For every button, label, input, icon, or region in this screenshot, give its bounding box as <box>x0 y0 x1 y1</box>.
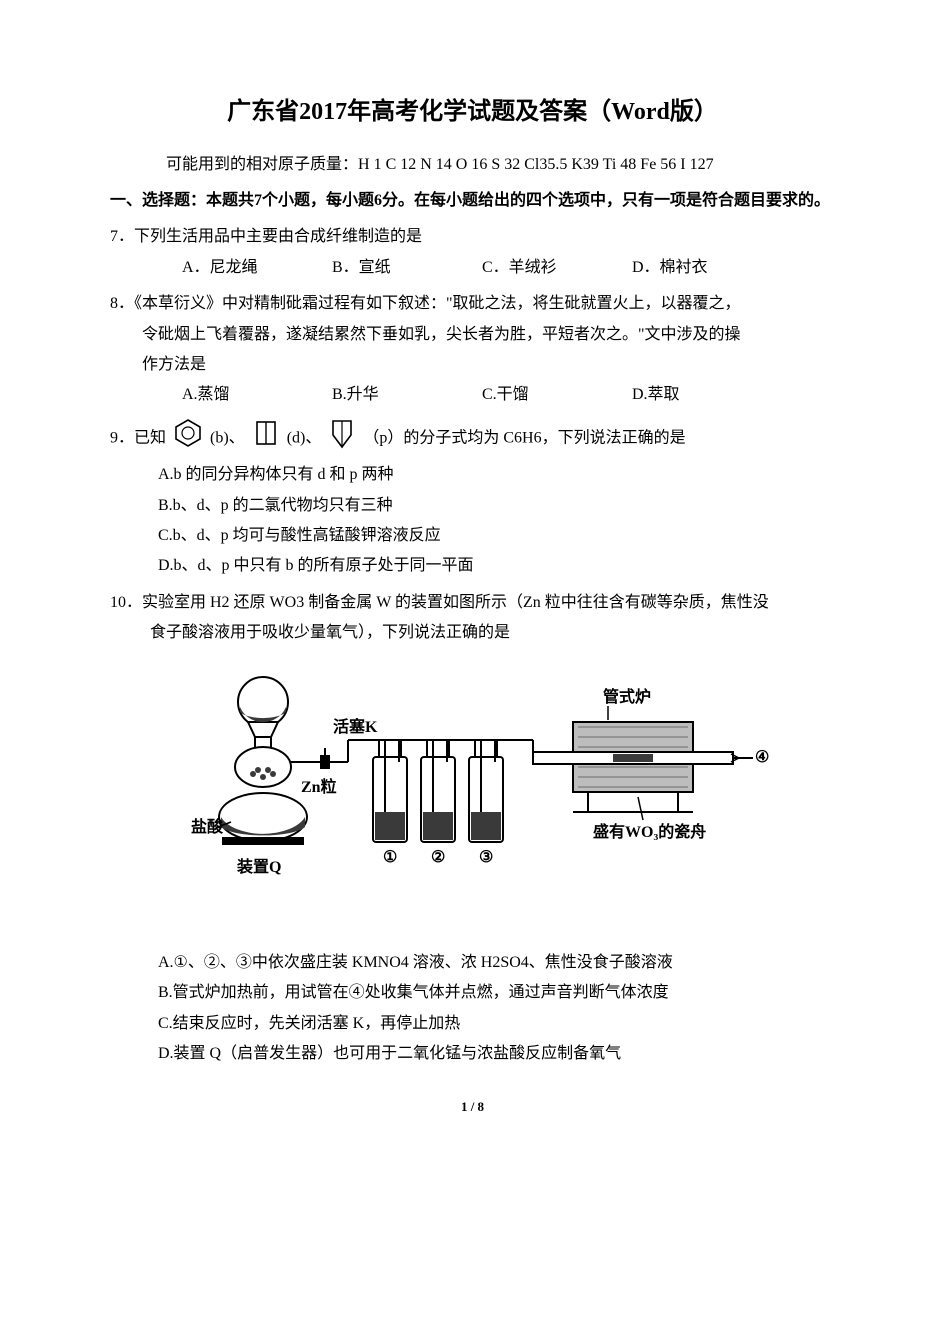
q8-options: A.蒸馏 B.升华 C.干馏 D.萃取 <box>182 380 835 410</box>
q9-label-d: (d)、 <box>287 429 322 446</box>
q9-opt-b: B.b、d、p 的二氯代物均只有三种 <box>158 491 835 521</box>
q8-opt-a: A.蒸馏 <box>182 380 332 410</box>
molecule-p-icon <box>327 417 357 460</box>
label-n4: ④ <box>755 749 769 766</box>
label-valve: 活塞K <box>333 717 378 736</box>
atomic-mass-prefix: 可能用到的相对原子质量： <box>166 156 358 173</box>
q10-stem-1: 10．实验室用 H2 还原 WO3 制备金属 W 的装置如图所示（Zn 粒中往往… <box>110 588 835 618</box>
q8-opt-d: D.萃取 <box>632 380 782 410</box>
section-1-heading: 一、选择题：本题共7个小题，每小题6分。在每小题给出的四个选项中，只有一项是符合… <box>110 186 835 216</box>
q9-label-p: （p）的分子式均为 C6H6，下列说法正确的是 <box>363 429 685 446</box>
q10-opt-d: D.装置 Q（启普发生器）也可用于二氧化锰与浓盐酸反应制备氧气 <box>158 1039 835 1069</box>
q7-opt-b: B．宣纸 <box>332 253 482 283</box>
q9-opt-a: A.b 的同分异构体只有 d 和 p 两种 <box>158 460 835 490</box>
label-furnace: 管式炉 <box>603 687 651 706</box>
q9-label-b: (b)、 <box>210 429 245 446</box>
q10-opt-c: C.结束反应时，先关闭活塞 K，再停止加热 <box>158 1009 835 1039</box>
apparatus-figure: 活塞K Zn粒 盐酸 装置Q 管式炉 盛有WO₃的瓷舟 ① ② ③ ④ <box>110 662 835 933</box>
label-n2: ② <box>431 849 445 866</box>
q8-stem-3: 作方法是 <box>142 350 835 380</box>
atomic-mass-line: 可能用到的相对原子质量：H 1 C 12 N 14 O 16 S 32 Cl35… <box>110 150 835 180</box>
q7-options: A．尼龙绳 B．宣纸 C．羊绒衫 D．棉衬衣 <box>182 253 835 283</box>
label-n1: ① <box>383 849 397 866</box>
q8-opt-c: C.干馏 <box>482 380 632 410</box>
q10-opt-a: A.①、②、③中依次盛庄装 KMNO4 溶液、浓 H2SO4、焦性没食子酸溶液 <box>158 948 835 978</box>
q7-stem: 7．下列生活用品中主要由合成纤维制造的是 <box>110 222 835 252</box>
page-number: 1 / 8 <box>110 1095 835 1120</box>
q10-opt-b: B.管式炉加热前，用试管在④处收集气体并点燃，通过声音判断气体浓度 <box>158 978 835 1008</box>
q7-opt-c: C．羊绒衫 <box>482 253 632 283</box>
label-n3: ③ <box>479 849 493 866</box>
q7-opt-a: A．尼龙绳 <box>182 253 332 283</box>
q9-opt-c: C.b、d、p 均可与酸性高锰酸钾溶液反应 <box>158 521 835 551</box>
q10-stem-2: 食子酸溶液用于吸收少量氧气），下列说法正确的是 <box>150 618 835 648</box>
label-deviceq: 装置Q <box>236 857 281 876</box>
q9-stem: 9．已知 (b)、 (d)、 （p）的分子式均为 C6H6，下列说法正确的是 <box>110 417 835 460</box>
q8-stem-2: 令砒烟上飞着覆器，遂凝结累然下垂如乳，尖长者为胜，平短者次之。"文中涉及的操 <box>142 320 835 350</box>
page-title: 广东省2017年高考化学试题及答案（Word版） <box>110 90 835 136</box>
atomic-mass-list: H 1 C 12 N 14 O 16 S 32 Cl35.5 K39 Ti 48… <box>358 156 714 173</box>
molecule-d-icon <box>251 418 281 459</box>
q8-opt-b: B.升华 <box>332 380 482 410</box>
apparatus-svg: 活塞K Zn粒 盐酸 装置Q 管式炉 盛有WO₃的瓷舟 ① ② ③ ④ <box>173 662 773 922</box>
q7-opt-d: D．棉衬衣 <box>632 253 782 283</box>
label-zn: Zn粒 <box>301 777 337 796</box>
q9-opt-d: D.b、d、p 中只有 b 的所有原子处于同一平面 <box>158 551 835 581</box>
q8-stem-1: 8．《本草衍义》中对精制砒霜过程有如下叙述："取砒之法，将生砒就置火上，以器覆之… <box>110 289 835 319</box>
q9-stem-pre: 9．已知 <box>110 429 166 446</box>
molecule-b-icon <box>172 418 204 459</box>
label-boat: 盛有WO₃的瓷舟 <box>593 822 706 841</box>
